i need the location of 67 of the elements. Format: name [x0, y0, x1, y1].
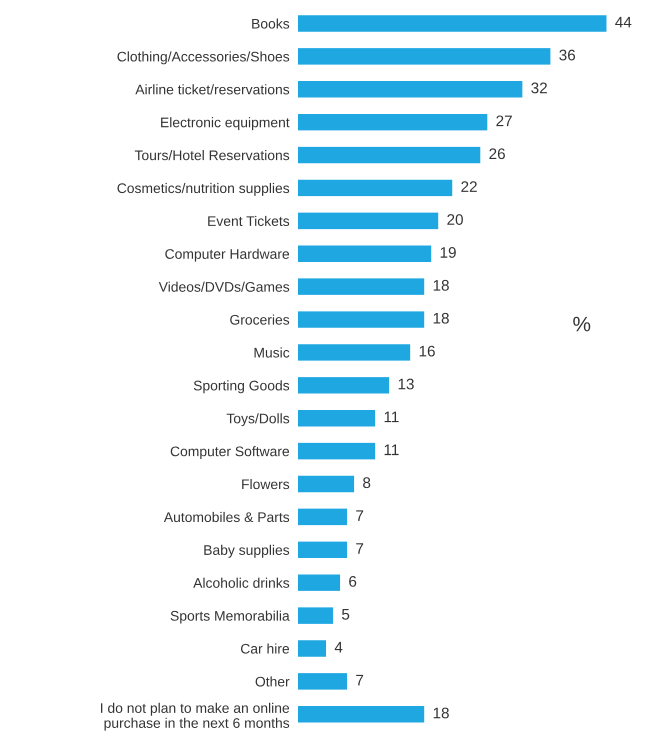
bar: [298, 212, 438, 230]
bar: [298, 410, 376, 426]
y-tick-label: Baby supplies: [204, 544, 290, 558]
data-label: 27: [496, 115, 512, 126]
bar: [298, 278, 424, 295]
bar: [298, 377, 390, 394]
y-tick-label: Videos/DVDs/Games: [158, 282, 290, 292]
y-tick-label: Airline ticket/reservations: [135, 84, 290, 94]
data-label: 6: [349, 576, 356, 587]
y-tick-label: Other: [256, 676, 290, 687]
y-tick-label: Tours/Hotel Reservations: [134, 150, 290, 160]
data-label: 32: [531, 82, 547, 94]
y-tick-label: Sporting Goods: [194, 380, 290, 394]
y-tick-label: Music: [254, 347, 290, 358]
y-tick-label: Flowers: [242, 478, 290, 490]
data-label: 11: [384, 444, 399, 456]
bar: [298, 48, 550, 65]
data-label: 22: [461, 181, 477, 192]
y-tick-label: Clothing/Accessories/Shoes: [117, 51, 290, 64]
data-label: 16: [420, 346, 435, 357]
bar: [298, 607, 334, 624]
data-label: 20: [447, 214, 463, 225]
y-tick-label: Electronic equipment: [161, 117, 290, 130]
bar: [298, 542, 348, 558]
bar: [298, 508, 348, 526]
data-label: 11: [384, 412, 399, 422]
y-tick-label: I do not plan to make an online purchase in the next 6 months: [101, 702, 290, 731]
data-label: 18: [434, 280, 449, 291]
bar: [298, 442, 376, 460]
bar: [298, 476, 354, 492]
data-label: 7: [356, 543, 364, 554]
bar: [298, 15, 606, 32]
data-label: 13: [398, 378, 414, 390]
data-label: 44: [615, 16, 632, 28]
bar: [298, 246, 432, 262]
y-tick-label: Computer Hardware: [165, 248, 290, 262]
annotation: %: [573, 316, 590, 332]
data-label: 8: [363, 477, 370, 488]
data-label: 19: [440, 247, 456, 258]
data-label: 7: [356, 510, 364, 521]
y-tick-label: Car hire: [240, 643, 290, 654]
y-tick-label: Computer Software: [170, 446, 290, 460]
bar: [298, 673, 348, 690]
bar: [298, 146, 480, 164]
y-tick-label: Alcoholic drinks: [193, 578, 290, 588]
data-label: 18: [434, 312, 449, 324]
data-label: 7: [356, 674, 364, 686]
bar: [298, 574, 340, 591]
bar: [298, 640, 326, 657]
y-tick-label: Event Tickets: [208, 216, 290, 226]
bar: [298, 114, 488, 130]
y-tick-label: Cosmetics/nutrition supplies: [117, 182, 290, 196]
y-tick-label: Books: [252, 18, 290, 29]
y-tick-label: Sports Memorabilia: [170, 610, 290, 624]
bar: [298, 706, 424, 723]
bar: [298, 180, 452, 196]
bar: [298, 344, 410, 361]
bar: [298, 311, 424, 328]
data-label: 5: [342, 609, 350, 620]
y-tick-label: Groceries: [230, 314, 290, 325]
data-label: 4: [334, 642, 342, 652]
data-label: 18: [434, 708, 449, 718]
y-tick-label: Toys/Dolls: [226, 413, 290, 426]
bar: [298, 81, 522, 98]
y-tick-label: Automobiles & Parts: [164, 512, 290, 522]
data-label: 26: [489, 148, 505, 160]
data-label: 36: [559, 50, 576, 60]
